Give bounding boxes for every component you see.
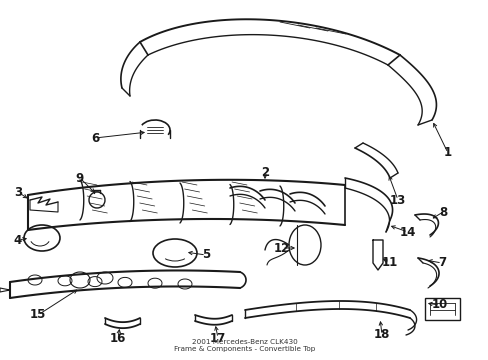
- Text: 18: 18: [373, 328, 389, 342]
- Text: 1: 1: [443, 147, 451, 159]
- Text: 14: 14: [399, 225, 415, 238]
- Text: 17: 17: [209, 332, 225, 345]
- Text: 8: 8: [438, 206, 446, 219]
- Text: 15: 15: [30, 309, 46, 321]
- Text: 13: 13: [389, 194, 406, 207]
- Text: 6: 6: [91, 131, 99, 144]
- Text: 5: 5: [202, 248, 210, 261]
- Text: 12: 12: [273, 242, 289, 255]
- Text: 7: 7: [437, 256, 445, 270]
- Text: 4: 4: [14, 234, 22, 247]
- Text: 2001 Mercedes-Benz CLK430
Frame & Components - Convertible Top: 2001 Mercedes-Benz CLK430 Frame & Compon…: [173, 339, 315, 352]
- Text: 11: 11: [381, 256, 397, 269]
- Text: 2: 2: [261, 166, 268, 179]
- Text: 3: 3: [14, 185, 22, 198]
- Text: 10: 10: [431, 298, 447, 311]
- Text: 9: 9: [76, 171, 84, 184]
- Bar: [424, 298, 459, 320]
- Text: 16: 16: [110, 332, 126, 345]
